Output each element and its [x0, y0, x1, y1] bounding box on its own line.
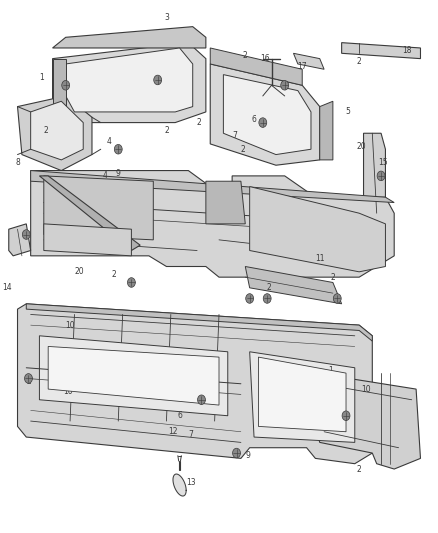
Polygon shape	[53, 27, 206, 48]
Polygon shape	[250, 187, 385, 272]
Text: 6: 6	[177, 411, 182, 420]
Polygon shape	[44, 176, 153, 240]
Text: 9: 9	[116, 169, 121, 177]
Text: 5: 5	[346, 108, 351, 116]
Circle shape	[62, 80, 70, 90]
Circle shape	[281, 80, 289, 90]
Text: 12: 12	[168, 427, 178, 436]
Text: 1: 1	[39, 73, 44, 82]
Text: 2: 2	[331, 273, 335, 281]
Text: 2: 2	[197, 118, 201, 127]
Circle shape	[127, 278, 135, 287]
Polygon shape	[173, 474, 186, 496]
Polygon shape	[245, 266, 342, 304]
Polygon shape	[210, 64, 320, 165]
Text: 7: 7	[232, 132, 237, 140]
Text: 2: 2	[357, 465, 361, 473]
Circle shape	[154, 75, 162, 85]
Text: 8: 8	[15, 158, 20, 167]
Polygon shape	[364, 133, 385, 213]
Text: 13: 13	[186, 478, 195, 487]
Text: 16: 16	[260, 54, 270, 63]
Polygon shape	[26, 304, 372, 341]
Text: 10: 10	[361, 385, 371, 393]
Circle shape	[377, 171, 385, 181]
Circle shape	[198, 395, 205, 405]
Circle shape	[246, 294, 254, 303]
Text: 10: 10	[212, 190, 222, 199]
Polygon shape	[315, 373, 420, 469]
Text: 7: 7	[188, 430, 193, 439]
Circle shape	[333, 294, 341, 303]
Polygon shape	[53, 43, 206, 123]
Text: 6: 6	[311, 385, 316, 393]
Polygon shape	[210, 48, 302, 85]
Polygon shape	[31, 171, 394, 277]
Circle shape	[342, 411, 350, 421]
Polygon shape	[342, 43, 420, 59]
Text: 10: 10	[65, 321, 75, 329]
Polygon shape	[31, 171, 394, 203]
Circle shape	[263, 294, 271, 303]
Text: 6: 6	[251, 116, 257, 124]
Polygon shape	[53, 59, 66, 107]
Text: 20: 20	[74, 268, 84, 276]
Polygon shape	[320, 101, 333, 160]
Polygon shape	[206, 181, 245, 224]
Text: 11: 11	[315, 254, 325, 263]
Text: 2: 2	[26, 377, 31, 385]
Text: 20: 20	[357, 142, 366, 151]
Polygon shape	[48, 346, 219, 405]
Text: 15: 15	[378, 158, 388, 167]
Text: 17: 17	[297, 62, 307, 71]
Text: 2: 2	[267, 284, 272, 292]
Circle shape	[114, 144, 122, 154]
Text: 4: 4	[102, 172, 108, 180]
Text: 2: 2	[112, 270, 116, 279]
Text: 2: 2	[44, 126, 48, 135]
Text: 2: 2	[243, 52, 247, 60]
Polygon shape	[258, 357, 346, 432]
Text: 2: 2	[241, 145, 245, 154]
Circle shape	[259, 118, 267, 127]
Polygon shape	[18, 96, 92, 171]
Polygon shape	[44, 224, 131, 256]
Polygon shape	[39, 176, 140, 251]
Polygon shape	[39, 336, 228, 416]
Text: 18: 18	[403, 46, 412, 55]
Polygon shape	[66, 48, 193, 112]
Text: 14: 14	[2, 284, 11, 292]
Text: 3: 3	[164, 13, 169, 22]
Circle shape	[25, 374, 32, 383]
Text: 2: 2	[357, 57, 361, 66]
Polygon shape	[18, 304, 372, 464]
Text: 2: 2	[206, 393, 210, 401]
Polygon shape	[223, 75, 311, 155]
Text: 7: 7	[328, 398, 333, 407]
Circle shape	[233, 448, 240, 458]
Text: 9: 9	[245, 451, 250, 460]
Polygon shape	[293, 53, 324, 69]
Polygon shape	[250, 352, 355, 442]
Text: 10: 10	[63, 387, 73, 396]
Text: 1: 1	[328, 366, 333, 375]
Text: 2: 2	[164, 126, 169, 135]
Polygon shape	[9, 224, 31, 256]
Circle shape	[22, 230, 30, 239]
Text: 4: 4	[107, 137, 112, 146]
Text: 2: 2	[333, 409, 337, 417]
Polygon shape	[31, 101, 83, 160]
